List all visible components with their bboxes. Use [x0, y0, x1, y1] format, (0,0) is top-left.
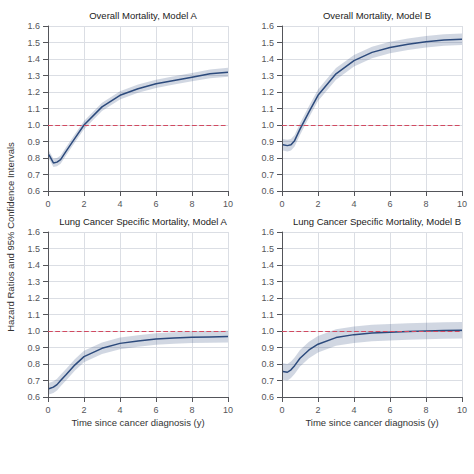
svg-text:1.0: 1.0: [261, 326, 274, 336]
svg-text:4: 4: [351, 199, 356, 209]
svg-text:0: 0: [45, 199, 50, 209]
svg-text:Time since cancer diagnosis (y: Time since cancer diagnosis (y): [305, 417, 438, 428]
svg-text:1.0: 1.0: [27, 120, 40, 130]
svg-text:8: 8: [423, 199, 428, 209]
svg-text:1.1: 1.1: [27, 310, 40, 320]
svg-text:1.4: 1.4: [27, 260, 40, 270]
svg-text:4: 4: [351, 405, 356, 415]
svg-text:2: 2: [81, 405, 86, 415]
svg-text:8: 8: [189, 199, 194, 209]
svg-text:0.6: 0.6: [27, 392, 40, 402]
svg-text:6: 6: [153, 405, 158, 415]
svg-text:10: 10: [223, 405, 233, 415]
svg-text:Overall Mortality, Model A: Overall Mortality, Model A: [89, 10, 197, 21]
svg-text:1.4: 1.4: [261, 54, 274, 64]
svg-text:0.7: 0.7: [27, 376, 40, 386]
svg-text:1.3: 1.3: [261, 277, 274, 287]
svg-text:0.7: 0.7: [27, 170, 40, 180]
svg-text:1.3: 1.3: [27, 277, 40, 287]
svg-text:8: 8: [423, 405, 428, 415]
svg-text:1.6: 1.6: [27, 227, 40, 237]
svg-text:1.5: 1.5: [27, 38, 40, 48]
svg-text:0.6: 0.6: [27, 186, 40, 196]
svg-text:10: 10: [457, 199, 467, 209]
svg-text:1.2: 1.2: [261, 293, 274, 303]
svg-text:0: 0: [45, 405, 50, 415]
svg-text:0.9: 0.9: [261, 137, 274, 147]
svg-text:0.6: 0.6: [261, 186, 274, 196]
svg-text:1.2: 1.2: [261, 87, 274, 97]
svg-text:Time since cancer diagnosis (y: Time since cancer diagnosis (y): [71, 417, 204, 428]
svg-text:1.5: 1.5: [27, 244, 40, 254]
svg-text:10: 10: [457, 405, 467, 415]
svg-text:Overall Mortality, Model B: Overall Mortality, Model B: [323, 10, 431, 21]
svg-text:2: 2: [315, 405, 320, 415]
svg-text:6: 6: [387, 199, 392, 209]
svg-text:0.7: 0.7: [261, 170, 274, 180]
svg-text:0.6: 0.6: [261, 392, 274, 402]
svg-text:10: 10: [223, 199, 233, 209]
svg-text:1.5: 1.5: [261, 244, 274, 254]
svg-text:0: 0: [279, 405, 284, 415]
svg-text:1.6: 1.6: [261, 21, 274, 31]
svg-text:1.1: 1.1: [27, 104, 40, 114]
svg-text:1.4: 1.4: [261, 260, 274, 270]
svg-text:6: 6: [153, 199, 158, 209]
svg-text:2: 2: [315, 199, 320, 209]
svg-text:1.1: 1.1: [261, 310, 274, 320]
svg-text:0.8: 0.8: [27, 359, 40, 369]
svg-text:1.3: 1.3: [261, 71, 274, 81]
svg-text:0.9: 0.9: [261, 343, 274, 353]
svg-text:1.4: 1.4: [27, 54, 40, 64]
svg-text:4: 4: [117, 199, 122, 209]
svg-text:0.7: 0.7: [261, 376, 274, 386]
svg-text:1.2: 1.2: [27, 87, 40, 97]
svg-text:Lung Cancer Specific Mortality: Lung Cancer Specific Mortality, Model B: [293, 216, 461, 227]
svg-text:Lung Cancer Specific Mortality: Lung Cancer Specific Mortality, Model A: [59, 216, 227, 227]
svg-text:8: 8: [189, 405, 194, 415]
svg-text:2: 2: [81, 199, 86, 209]
svg-text:0.8: 0.8: [27, 153, 40, 163]
svg-text:Hazard Ratios and 95% Confiden: Hazard Ratios and 95% Confidence Interva…: [5, 142, 16, 332]
svg-text:4: 4: [117, 405, 122, 415]
svg-text:1.3: 1.3: [27, 71, 40, 81]
svg-text:0.8: 0.8: [261, 153, 274, 163]
svg-text:1.1: 1.1: [261, 104, 274, 114]
svg-text:1.0: 1.0: [27, 326, 40, 336]
svg-text:0.9: 0.9: [27, 343, 40, 353]
svg-text:1.6: 1.6: [27, 21, 40, 31]
svg-text:0: 0: [279, 199, 284, 209]
svg-text:0.8: 0.8: [261, 359, 274, 369]
svg-text:1.5: 1.5: [261, 38, 274, 48]
svg-text:1.0: 1.0: [261, 120, 274, 130]
svg-text:1.6: 1.6: [261, 227, 274, 237]
svg-text:1.2: 1.2: [27, 293, 40, 303]
svg-text:6: 6: [387, 405, 392, 415]
svg-text:0.9: 0.9: [27, 137, 40, 147]
